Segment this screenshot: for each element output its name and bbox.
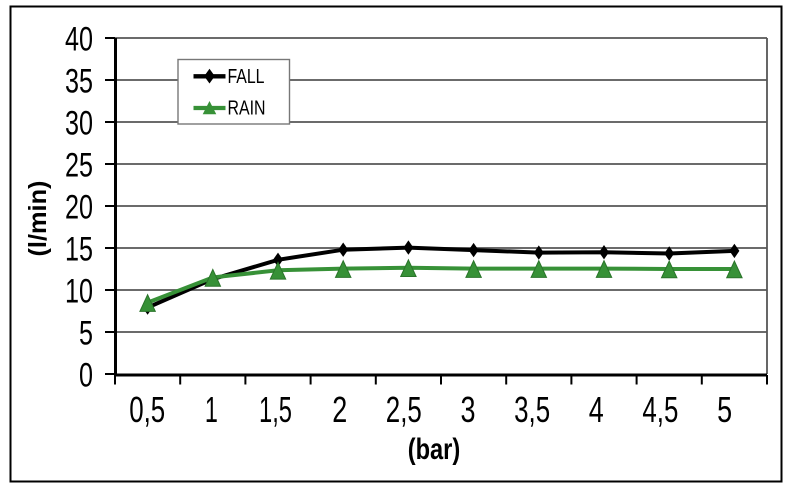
svg-text:(l/min): (l/min) [24,181,52,257]
svg-text:4: 4 [589,389,604,430]
svg-text:RAIN: RAIN [228,98,266,120]
svg-text:4,5: 4,5 [642,389,678,430]
svg-text:5: 5 [79,315,93,353]
svg-text:1: 1 [205,389,218,430]
svg-text:2: 2 [332,389,347,430]
svg-text:5: 5 [717,389,732,430]
svg-text:3,5: 3,5 [514,389,550,430]
svg-text:35: 35 [65,63,93,101]
svg-text:0,5: 0,5 [129,389,165,430]
svg-text:40: 40 [65,21,93,59]
svg-text:0: 0 [79,357,93,395]
svg-text:2,5: 2,5 [386,389,422,430]
svg-text:1,5: 1,5 [259,389,292,430]
svg-text:15: 15 [65,231,93,269]
svg-text:3: 3 [461,389,476,430]
svg-text:(bar): (bar) [408,433,461,466]
svg-text:10: 10 [65,273,93,311]
svg-text:30: 30 [65,105,93,143]
svg-text:FALL: FALL [228,66,265,88]
svg-text:20: 20 [65,189,93,227]
svg-text:25: 25 [65,147,93,185]
